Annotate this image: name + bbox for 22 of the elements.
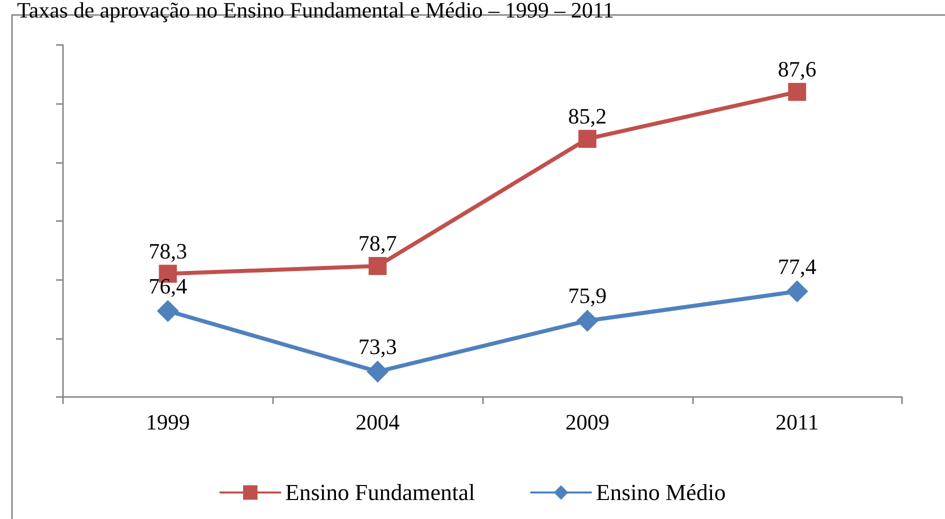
legend-label: Ensino Fundamental	[285, 480, 476, 505]
x-tick-label: 2004	[356, 410, 400, 434]
point	[578, 130, 596, 148]
point	[788, 82, 806, 101]
point	[366, 360, 389, 383]
point	[786, 280, 808, 302]
data-label: 85,2	[568, 103, 607, 128]
x-tick-label: 1999	[146, 410, 190, 434]
data-label: 77,4	[778, 254, 816, 279]
point	[156, 300, 179, 322]
legend-label: Ensino Médio	[596, 480, 726, 505]
data-label: 78,7	[358, 230, 397, 256]
point	[368, 256, 387, 275]
data-label: 87,6	[778, 56, 816, 82]
x-tick-label: 2011	[776, 410, 819, 434]
data-label: 75,9	[568, 283, 607, 308]
data-label: 73,3	[358, 334, 397, 360]
chart-title: Taxas de aprovação no Ensino Fundamental e Médio – 1999 – 2011	[17, 0, 614, 22]
data-label: 78,3	[148, 238, 188, 264]
x-tick-label: 2009	[565, 410, 610, 434]
point	[576, 310, 598, 332]
data-label: 76,4	[148, 273, 188, 298]
